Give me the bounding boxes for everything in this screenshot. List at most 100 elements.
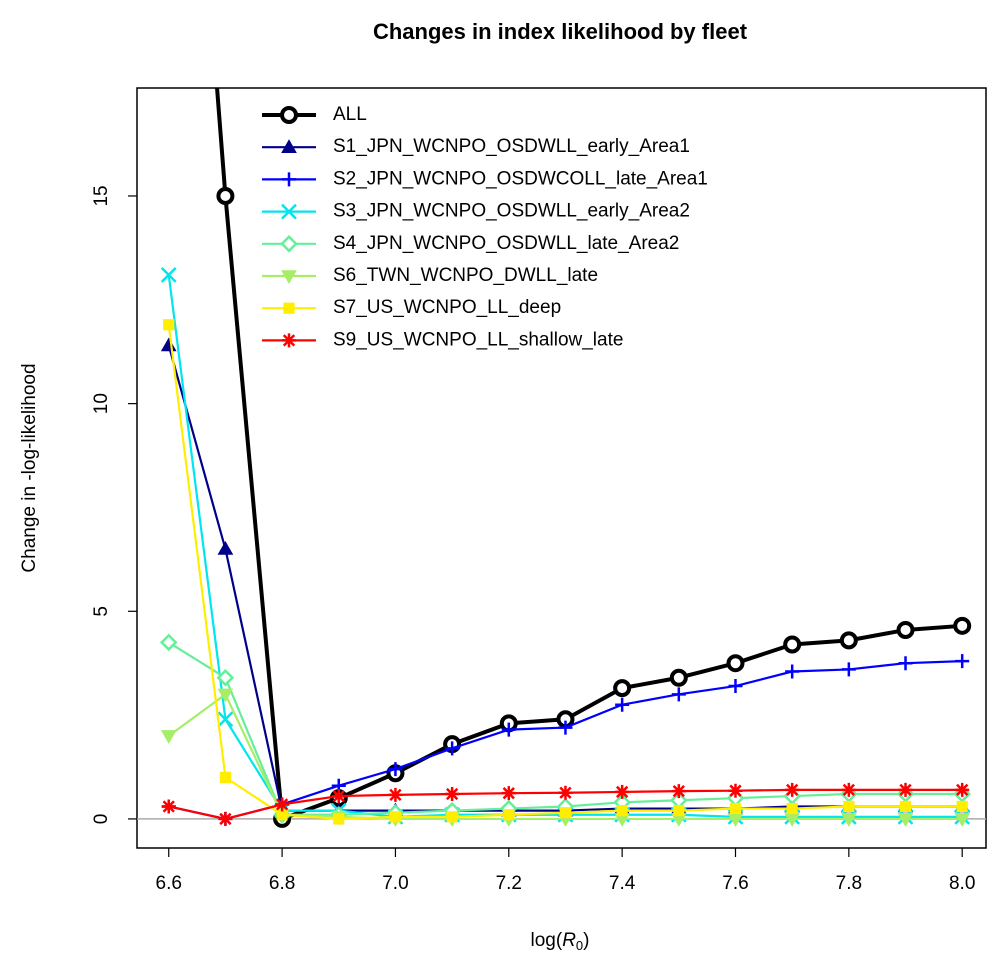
marker [726,654,745,673]
legend-label: S1_JPN_WCNPO_OSDWLL_early_Area1 [333,136,690,157]
marker-shape [217,540,234,555]
marker-shape [276,809,288,821]
marker-shape [280,235,298,253]
legend-label: S3_JPN_WCNPO_OSDWLL_early_Area2 [333,201,690,222]
x-tick-label: 7.6 [722,873,748,894]
marker-shape [897,813,914,827]
x-tick-label: 7.2 [496,873,522,894]
marker-shape [160,337,177,352]
marker-shape [786,802,798,815]
legend-label: S4_JPN_WCNPO_OSDWLL_late_Area2 [333,233,679,254]
marker [953,616,972,635]
marker [445,787,460,802]
marker [331,789,346,804]
marker-shape [615,697,630,712]
marker-shape [161,799,176,814]
marker [275,797,290,812]
legend-label: ALL [333,104,367,125]
plot-area [137,88,986,828]
marker-shape [282,333,296,348]
marker [159,633,178,652]
marker [558,785,573,800]
marker [281,139,297,153]
legend-label: S2_JPN_WCNPO_OSDWCOLL_late_Area1 [333,168,708,189]
legend-label: S9_US_WCNPO_LL_shallow_late [333,329,623,350]
marker [954,813,971,827]
marker [276,809,288,821]
marker-shape [671,784,686,799]
marker-shape [445,741,460,756]
marker [388,787,403,802]
marker [669,668,688,687]
marker-shape [281,139,297,153]
marker [728,783,743,798]
marker [217,711,234,728]
marker-shape [558,785,573,800]
marker-shape [445,787,460,802]
marker [160,730,177,744]
marker [281,270,297,285]
x-tick-label: 7.8 [836,873,862,894]
marker [218,811,233,826]
marker-shape [898,656,913,671]
marker-shape [783,635,802,654]
marker [955,782,970,797]
marker [501,786,516,801]
marker [388,762,403,777]
marker-shape [331,789,346,804]
marker [389,811,402,823]
marker [558,720,573,735]
marker [559,807,572,819]
plot-frame [136,87,987,849]
marker [445,741,460,756]
marker-shape [219,771,232,783]
marker [161,799,176,814]
x-tick-label: 7.0 [382,873,408,894]
legend: ALL S1_JPN_WCNPO_OSDWLL_early_Area1 S2_JPN… [262,104,708,350]
marker [280,235,298,253]
marker-shape [503,809,515,821]
marker-shape [275,797,290,812]
x-label-symbol: R [562,930,576,951]
marker [783,635,802,654]
x-tick-label: 6.6 [156,873,182,894]
marker [956,800,968,813]
marker [503,809,515,821]
marker [216,186,235,205]
y-tick-label: 0 [91,814,112,825]
marker-shape [616,805,628,817]
marker-shape [615,784,630,799]
marker-shape [216,668,235,687]
marker [615,697,630,712]
marker [899,800,912,813]
marker-shape [898,782,913,797]
marker-shape [160,267,177,283]
marker-shape [671,687,686,702]
marker-shape [558,720,573,735]
marker-shape [283,302,295,314]
marker-shape [217,688,234,703]
marker [616,805,628,817]
x-label-text: ) [583,930,589,951]
marker [163,319,175,331]
marker-shape [613,679,632,698]
x-axis-label: log(R0) [531,930,590,953]
marker [785,664,800,679]
marker [786,802,798,815]
marker-shape [841,782,856,797]
marker-shape [728,679,743,694]
marker-shape [899,800,912,813]
marker-shape [159,633,178,652]
marker-shape [785,664,800,679]
marker [728,679,743,694]
legend-label: S6_TWN_WCNPO_DWLL_late [333,265,598,286]
marker-shape [785,782,800,797]
marker-shape [954,813,971,827]
marker [333,813,345,825]
marker-shape [726,654,745,673]
marker-shape [163,319,175,331]
x-tick-label: 6.8 [269,873,295,894]
marker [896,620,915,639]
marker-shape [843,800,855,813]
marker-shape [896,620,915,639]
